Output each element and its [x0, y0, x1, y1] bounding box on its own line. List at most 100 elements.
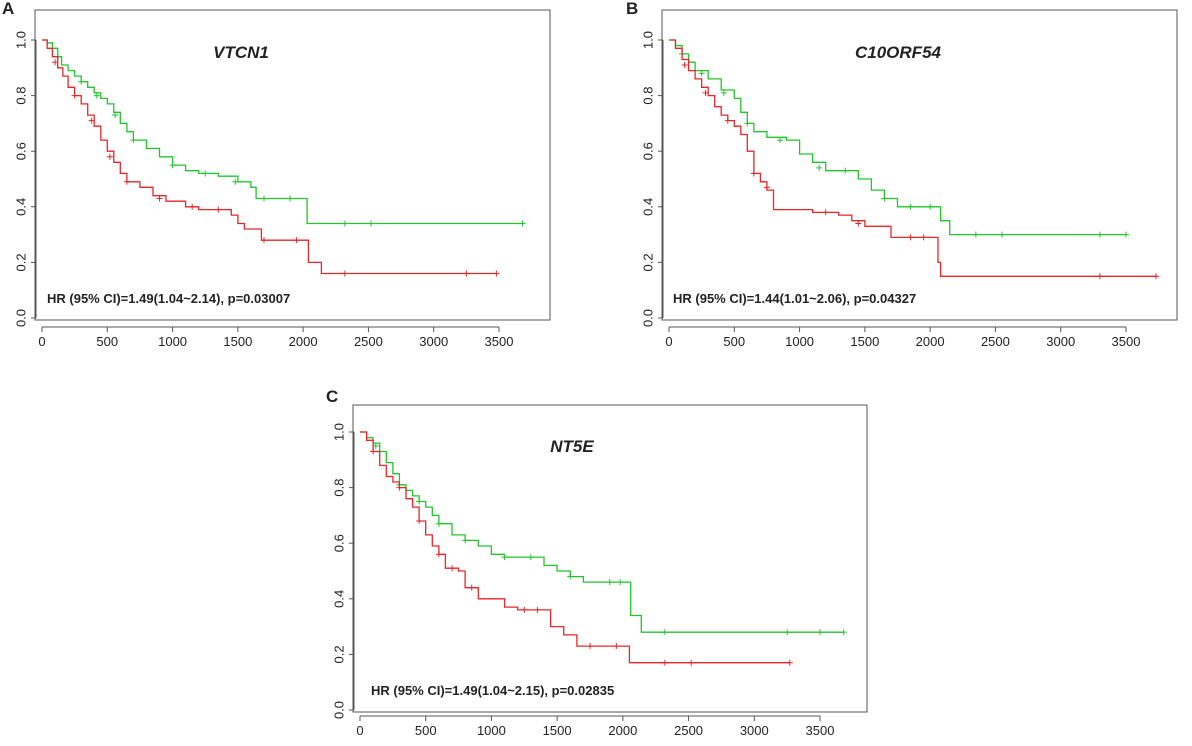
y-tick-label: 0.6 — [13, 142, 28, 160]
censor-mark-high — [855, 220, 862, 227]
panel-c: C NT5E HR (95% CI)=1.49(1.04~2.15), p=0.… — [326, 387, 868, 738]
hr-annotation: HR (95% CI)=1.44(1.01~2.06), p=0.04327 — [673, 291, 916, 306]
x-tick-label: 1000 — [158, 334, 187, 349]
censor-mark-low — [372, 442, 379, 449]
x-tick-label: 500 — [415, 723, 437, 738]
x-tick-label: 3500 — [1112, 334, 1141, 349]
censor-mark-low — [1096, 231, 1103, 238]
x-tick-label: 2000 — [608, 723, 637, 738]
censor-mark-low — [501, 554, 508, 561]
y-tick-label: 0.2 — [640, 253, 655, 271]
censor-mark-low — [998, 231, 1005, 238]
hr-annotation: HR (95% CI)=1.49(1.04~2.14), p=0.03007 — [47, 291, 290, 306]
y-tick-label: 0.2 — [331, 645, 346, 663]
y-tick-label: 0.2 — [13, 253, 28, 271]
censor-mark-high — [71, 92, 78, 99]
x-tick-label: 2000 — [916, 334, 945, 349]
censor-mark-low — [907, 203, 914, 210]
censor-mark-high — [521, 606, 528, 613]
censor-mark-high — [587, 643, 593, 650]
axes: 0 500 1000 1500 2000 2500 3000 3500 0.0 0.2 0.4 0.6… — [331, 423, 834, 738]
x-tick-label: 1000 — [477, 723, 506, 738]
x-tick-label: 1500 — [223, 334, 252, 349]
censor-mark-low — [527, 554, 534, 561]
y-tick-label: 0.4 — [331, 590, 346, 608]
censor-mark-high — [463, 270, 470, 277]
y-tick-label: 1.0 — [640, 31, 655, 49]
censor-mark-high — [493, 270, 500, 277]
censor-mark-low — [567, 573, 574, 580]
censor-mark-high — [613, 643, 620, 650]
censor-mark-low — [776, 137, 783, 144]
censor-mark-high — [260, 237, 267, 244]
km-curve-high — [669, 39, 1156, 277]
censor-mark-low — [341, 220, 348, 227]
x-tick-label: 3000 — [419, 334, 448, 349]
axes: 0 500 1000 1500 2000 2500 3000 3500 0.0 0.2 0.4 0.6… — [640, 31, 1140, 349]
censor-mark-high — [370, 448, 377, 455]
censor-mark-low — [744, 120, 751, 127]
x-tick-label: 500 — [723, 334, 745, 349]
censor-mark-high — [468, 584, 475, 591]
y-tick-label: 0.6 — [331, 534, 346, 552]
censor-mark-high — [341, 270, 348, 277]
y-tick-label: 0.6 — [640, 142, 655, 160]
censor-mark-high — [786, 659, 793, 666]
censor-mark-low — [287, 195, 294, 202]
km-curve-high — [42, 39, 497, 275]
panel-label: C — [326, 387, 338, 406]
censor-mark-high — [106, 153, 113, 160]
km-curve-high — [360, 431, 790, 664]
censor-mark-low — [972, 231, 979, 238]
panel-a: A VTCN1 HR (95% CI)=1.49(1.04~2.14), p=0… — [2, 0, 551, 349]
x-tick-label: 2500 — [674, 723, 703, 738]
censor-mark-low — [112, 112, 119, 119]
censor-mark-low — [842, 167, 849, 174]
censor-mark-low — [368, 220, 375, 227]
axes: 0 500 1000 1500 2000 2500 3000 3500 0.0 0.2 0.4 0.6… — [13, 31, 513, 349]
km-curve-low — [669, 39, 1126, 236]
censor-mark-high — [1153, 273, 1160, 280]
censor-mark-low — [784, 629, 791, 636]
censor-mark-high — [123, 178, 130, 185]
censor-mark-high — [681, 62, 688, 69]
censor-mark-low — [817, 629, 823, 636]
plot-frame — [352, 404, 868, 713]
censor-mark-low — [202, 170, 209, 177]
censor-mark-low — [435, 520, 442, 527]
censor-mark-low — [130, 137, 137, 144]
censor-mark-high — [724, 117, 731, 124]
y-tick-label: 1.0 — [13, 31, 28, 49]
x-tick-label: 3500 — [485, 334, 514, 349]
censor-mark-high — [920, 234, 927, 241]
censor-mark-high — [396, 484, 403, 491]
y-tick-label: 0.4 — [640, 198, 655, 216]
km-curve-low — [42, 39, 523, 225]
censor-mark-high — [52, 59, 59, 66]
censor-mark-high — [750, 170, 757, 177]
series-layer — [360, 431, 847, 666]
censor-mark-low — [816, 164, 823, 171]
censor-mark-high — [661, 659, 668, 666]
y-tick-label: 1.0 — [331, 423, 346, 441]
censor-mark-low — [462, 537, 469, 544]
censor-mark-low — [606, 579, 613, 586]
censor-mark-low — [661, 629, 668, 636]
x-tick-label: 1000 — [785, 334, 814, 349]
censor-mark-high — [1096, 273, 1103, 280]
panel-b: B C10ORF54 HR (95% CI)=1.44(1.01~2.06), … — [626, 0, 1178, 349]
y-tick-label: 0.8 — [640, 87, 655, 105]
x-tick-label: 0 — [356, 723, 363, 738]
x-tick-label: 2500 — [354, 334, 383, 349]
censor-mark-high — [688, 659, 695, 666]
censor-mark-low — [416, 498, 423, 505]
censor-mark-high — [822, 209, 829, 216]
censor-mark-low — [169, 162, 176, 169]
y-tick-label: 0.0 — [13, 309, 28, 327]
x-tick-label: 3000 — [740, 723, 769, 738]
panel-label: A — [2, 0, 14, 18]
series-layer — [42, 39, 526, 277]
censor-mark-low — [840, 629, 847, 636]
x-tick-label: 1500 — [543, 723, 572, 738]
